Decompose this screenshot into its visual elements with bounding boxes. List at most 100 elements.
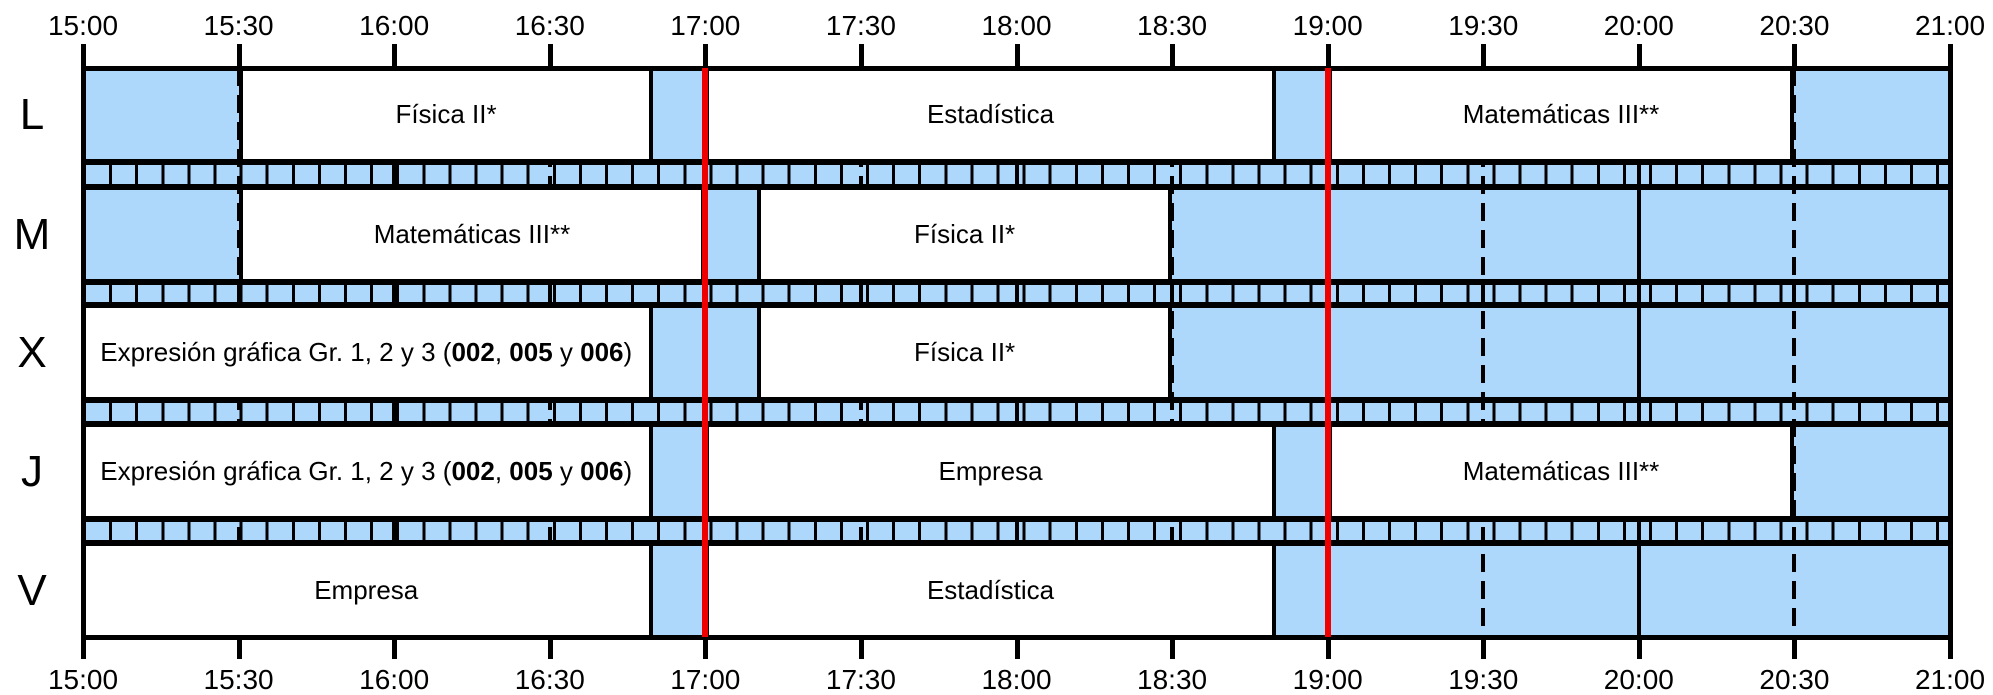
axis-tick	[81, 44, 86, 68]
axis-tick	[392, 637, 398, 659]
time-label-bottom: 16:30	[514, 664, 585, 695]
time-label-top: 16:30	[514, 10, 585, 41]
group-number: 002	[451, 455, 495, 486]
class-block: Física II*	[757, 306, 1173, 399]
time-label-top: 21:00	[1914, 10, 1986, 41]
class-name: Estadística	[926, 98, 1055, 129]
time-label-bottom: 21:00	[1914, 664, 1986, 695]
class-block: Empresa	[705, 425, 1276, 518]
class-block: Estadística	[705, 68, 1276, 161]
class-name-part: )	[623, 455, 633, 486]
axis-tick	[1481, 44, 1487, 68]
time-label-bottom: 15:30	[203, 664, 274, 695]
time-label-bottom: 18:00	[981, 664, 1052, 695]
class-name: Física II*	[914, 218, 1016, 249]
class-name-part: y	[552, 336, 581, 367]
axis-tick	[547, 637, 553, 659]
grid-line	[1170, 68, 1175, 637]
day-label: X	[17, 327, 47, 377]
group-number: 006	[580, 455, 624, 486]
class-name: Matemáticas III**	[1462, 455, 1660, 486]
axis-tick	[1948, 44, 1953, 68]
frame-line	[83, 66, 1950, 70]
axis-tick	[1014, 44, 1020, 68]
class-block: Expresión gráfica Gr. 1, 2 y 3 (002, 005…	[83, 306, 654, 399]
frame-line	[83, 542, 1950, 546]
frame-line	[83, 279, 1950, 283]
class-name: Matemáticas III**	[373, 218, 571, 249]
axis-tick	[858, 44, 864, 68]
axis-tick	[1792, 637, 1798, 659]
time-label-top: 20:30	[1759, 10, 1830, 41]
class-name: Física II*	[914, 336, 1016, 367]
time-label-top: 18:00	[981, 10, 1052, 41]
group-number: 006	[580, 336, 624, 367]
axis-tick	[236, 44, 242, 68]
class-name: Empresa	[314, 574, 419, 605]
axis-tick	[1170, 44, 1176, 68]
time-label-bottom: 18:30	[1137, 664, 1208, 695]
axis-tick	[1170, 637, 1176, 659]
frame-line	[83, 423, 1950, 427]
time-label-bottom: 19:30	[1448, 664, 1519, 695]
axis-tick	[547, 44, 553, 68]
class-block: Física II*	[238, 68, 654, 161]
grid-line	[1481, 68, 1486, 637]
frame-line	[83, 159, 1950, 163]
class-block: Empresa	[83, 544, 654, 637]
class-name: Empresa	[938, 455, 1043, 486]
axis-tick	[703, 44, 709, 68]
time-label-bottom: 17:00	[670, 664, 741, 695]
day-label: M	[13, 209, 51, 259]
day-label: J	[21, 446, 43, 496]
class-block: Estadística	[705, 544, 1276, 637]
time-label-bottom: 15:00	[47, 664, 119, 695]
time-label-top: 19:00	[1292, 10, 1363, 41]
axis-tick	[703, 637, 709, 659]
axis-tick	[1792, 44, 1798, 68]
axis-tick	[1325, 637, 1331, 659]
axis-tick	[1325, 44, 1331, 68]
time-label-top: 17:30	[825, 10, 896, 41]
axis-tick	[1948, 637, 1953, 659]
frame-border	[81, 68, 86, 637]
group-number: 005	[509, 455, 553, 486]
axis-tick	[1636, 44, 1642, 68]
time-label-bottom: 16:00	[359, 664, 430, 695]
class-name-part: ,	[494, 336, 510, 367]
axis-tick	[1481, 637, 1487, 659]
group-number: 002	[451, 336, 495, 367]
time-label-top: 15:00	[47, 10, 119, 41]
highlight-line	[1324, 68, 1331, 637]
time-label-top: 16:00	[359, 10, 430, 41]
time-label-bottom: 17:30	[825, 664, 896, 695]
day-label: L	[19, 89, 45, 139]
class-name: Expresión gráfica Gr. 1, 2 y 3 (002, 005…	[100, 455, 632, 489]
axis-tick	[392, 44, 398, 68]
class-name: Estadística	[926, 574, 1055, 605]
frame-line	[83, 304, 1950, 308]
class-name: Matemáticas III**	[1462, 98, 1660, 129]
class-block: Expresión gráfica Gr. 1, 2 y 3 (002, 005…	[83, 425, 654, 518]
class-block: Matemáticas III**	[1327, 425, 1795, 518]
class-name-part: Expresión gráfica Gr. 1, 2 y 3 (	[100, 455, 452, 486]
group-number: 005	[509, 336, 553, 367]
time-label-top: 19:30	[1448, 10, 1519, 41]
class-name: Expresión gráfica Gr. 1, 2 y 3 (002, 005…	[100, 336, 632, 370]
highlight-line	[702, 68, 709, 637]
frame-line	[83, 397, 1950, 401]
class-name-part: ,	[494, 455, 510, 486]
class-name: Física II*	[395, 98, 497, 129]
class-block: Física II*	[757, 188, 1173, 281]
class-block: Matemáticas III**	[1327, 68, 1795, 161]
axis-tick	[1014, 637, 1020, 659]
frame-line	[83, 186, 1950, 190]
time-label-bottom: 20:30	[1759, 664, 1830, 695]
day-label: V	[17, 565, 47, 615]
class-name-part: )	[623, 336, 633, 367]
frame-line	[83, 516, 1950, 520]
time-label-top: 20:00	[1603, 10, 1674, 41]
class-block: Matemáticas III**	[238, 188, 706, 281]
grid-line	[1636, 68, 1641, 637]
time-label-top: 18:30	[1137, 10, 1208, 41]
